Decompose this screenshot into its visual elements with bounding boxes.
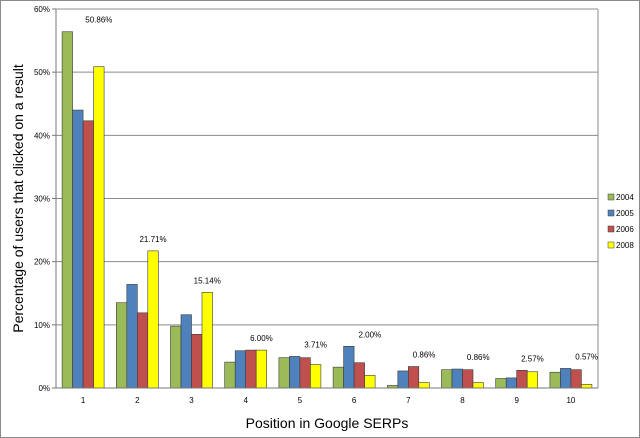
x-tick-label: 5 [298,396,303,405]
data-label: 15.14% [194,276,221,285]
bar-2008-pos-8 [472,382,484,389]
gridlines [56,8,598,326]
legend: 2004 2005 2006 2008 [607,193,634,250]
bar-2008-pos-4 [255,349,267,389]
data-label: 3.71% [304,340,327,349]
y-tick-label: 20% [34,258,50,267]
x-axis-title: Position in Google SERPs [246,415,409,431]
x-tick-label: 4 [243,396,248,405]
x-tick-label: 3 [189,396,194,405]
bar-2004-pos-5 [278,357,290,389]
data-label: 2.57% [521,354,544,363]
legend-swatch-2005 [607,209,615,217]
bar-2004-pos-6 [332,366,344,389]
y-tick-label: 10% [34,321,50,330]
x-tick-label: 7 [406,396,411,405]
bar-2006-pos-8 [462,369,474,389]
bar-2008-pos-1 [93,66,105,389]
legend-label: 2008 [616,241,634,250]
bar-2006-pos-5 [299,357,311,389]
x-tick-label: 2 [135,396,140,405]
bar-2008-pos-2 [147,250,159,389]
data-label: 50.86% [85,16,112,25]
bar-2008-pos-9 [526,371,539,389]
y-tick-label: 0% [38,384,50,393]
x-tick-label: 9 [514,396,519,405]
y-tick-label: 60% [34,5,50,14]
x-tick-label: 1 [81,396,86,405]
bar-2005-pos-9 [505,377,518,389]
x-tick-label: 6 [352,396,357,405]
bar-2004-pos-4 [224,361,236,389]
bar-2004-pos-2 [116,302,128,389]
x-tick-label: 8 [460,396,465,405]
bar-2004-pos-1 [61,31,73,389]
data-label: 6.00% [250,334,273,343]
data-labels: 50.86% 21.71% 15.14% 6.00% 3.71% 2.00% 0.86% 0.… [85,16,598,364]
y-tick-label: 30% [34,195,50,204]
bar-2005-pos-1 [72,109,84,389]
bar-2006-pos-2 [137,312,149,389]
bar-2005-pos-10 [560,368,572,389]
y-tick-label: 50% [34,68,50,77]
bar-2004-pos-9 [495,378,507,389]
bar-2005-pos-2 [126,284,138,389]
bar-2006-pos-9 [516,370,528,389]
bar-2005-pos-4 [234,350,246,389]
bar-2008-pos-6 [364,375,376,389]
axes [52,8,599,389]
bar-2006-pos-10 [570,369,582,389]
bar-2005-pos-7 [397,370,409,389]
data-label: 0.86% [467,353,490,362]
bar-2008-pos-7 [418,382,430,389]
bar-2006-pos-4 [245,349,257,389]
bar-2005-pos-5 [289,356,301,389]
y-tick-label: 40% [34,131,50,140]
y-tick-labels: 0% 10% 20% 30% 40% 50% 60% [34,5,50,393]
bar-2006-pos-7 [407,366,420,389]
bar-2008-pos-5 [310,364,322,389]
legend-swatch-2006 [607,225,615,233]
bar-2008-pos-10 [581,384,593,389]
y-axis-title: Percentage of users that clicked on a re… [10,64,26,333]
bar-2004-pos-3 [170,325,182,389]
bar-2006-pos-6 [353,362,365,389]
bar-2005-pos-6 [343,346,355,389]
bar-2004-pos-10 [549,371,561,389]
legend-swatch-2004 [607,193,615,201]
bar-2006-pos-3 [191,334,203,389]
x-tick-labels: 1 2 3 4 5 6 7 8 9 10 [81,396,576,405]
legend-swatch-2008 [607,241,615,249]
bar-2006-pos-1 [82,120,94,389]
data-label: 0.57% [575,352,598,361]
bar-2005-pos-3 [180,314,192,389]
data-label: 21.71% [139,235,166,244]
bar-2005-pos-8 [451,368,463,389]
legend-label: 2006 [616,225,634,234]
legend-label: 2005 [616,209,634,218]
data-label: 0.86% [413,351,436,360]
x-tick-label: 10 [566,396,575,405]
legend-label: 2004 [616,193,634,202]
data-label: 2.00% [359,330,382,339]
bars [61,31,593,389]
bar-2004-pos-8 [441,369,453,389]
bar-2008-pos-3 [201,292,213,389]
